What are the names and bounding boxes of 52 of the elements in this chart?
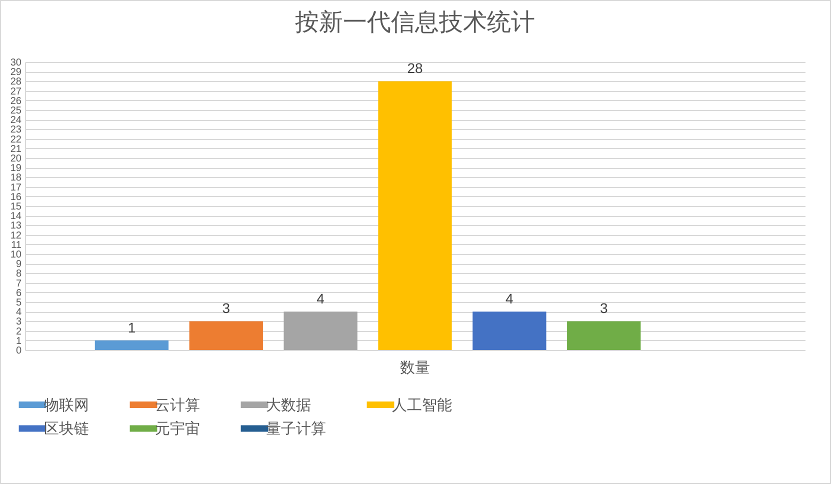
bar bbox=[284, 312, 358, 350]
legend-label: 大数据 bbox=[266, 396, 311, 414]
data-label: 28 bbox=[407, 60, 423, 76]
legend-label: 区块链 bbox=[44, 420, 89, 438]
y-tick-label: 2 bbox=[16, 326, 22, 338]
y-tick-label: 4 bbox=[16, 307, 22, 318]
bar bbox=[472, 312, 546, 350]
y-tick-label: 5 bbox=[16, 298, 22, 308]
bar bbox=[378, 81, 452, 350]
data-label: 1 bbox=[128, 319, 136, 336]
y-tick-label: 7 bbox=[16, 278, 22, 290]
y-tick-label: 14 bbox=[10, 211, 22, 222]
legend-label: 云计算 bbox=[155, 396, 200, 414]
y-tick-label: 16 bbox=[10, 192, 22, 203]
y-tick-label: 23 bbox=[10, 124, 22, 136]
y-tick-label: 10 bbox=[10, 250, 22, 260]
y-tick-label: 11 bbox=[11, 240, 22, 251]
bar bbox=[189, 321, 263, 350]
data-label: 3 bbox=[600, 300, 608, 316]
data-label: 4 bbox=[506, 290, 514, 307]
legend-label: 物联网 bbox=[44, 396, 89, 414]
y-tick-label: 0 bbox=[16, 346, 22, 356]
data-label: 4 bbox=[316, 290, 325, 307]
y-tick-label: 6 bbox=[16, 288, 22, 299]
y-tick-label: 18 bbox=[10, 172, 22, 184]
y-tick-label: 9 bbox=[16, 259, 22, 270]
y-tick-label: 1 bbox=[16, 336, 22, 347]
y-tick-label: 12 bbox=[10, 230, 22, 242]
bar bbox=[567, 321, 641, 350]
y-tick-label: 29 bbox=[10, 67, 22, 78]
y-tick-label: 19 bbox=[10, 163, 22, 174]
chart-title: 按新一代信息技术统计 bbox=[295, 9, 535, 36]
y-tick-label: 13 bbox=[10, 220, 22, 232]
y-tick-label: 28 bbox=[10, 76, 22, 88]
y-tick-label: 3 bbox=[16, 316, 22, 328]
bar bbox=[94, 340, 169, 350]
legend-label: 元宇宙 bbox=[155, 420, 200, 438]
y-tick-label: 24 bbox=[10, 115, 22, 126]
y-tick-label: 8 bbox=[16, 268, 22, 280]
y-tick-label: 22 bbox=[10, 134, 22, 146]
y-tick-label: 27 bbox=[10, 86, 22, 98]
x-tick-label: 数量 bbox=[400, 360, 430, 376]
legend-label: 量子计算 bbox=[266, 420, 326, 438]
y-tick-label: 30 bbox=[10, 58, 22, 68]
legend-label: 人工智能 bbox=[392, 396, 452, 414]
y-tick-label: 25 bbox=[10, 106, 22, 116]
y-tick-label: 17 bbox=[10, 182, 22, 194]
y-tick-label: 21 bbox=[10, 144, 22, 155]
data-label: 3 bbox=[222, 300, 230, 316]
y-tick-label: 15 bbox=[10, 202, 22, 212]
y-tick-label: 20 bbox=[10, 154, 22, 164]
y-tick-label: 26 bbox=[10, 96, 22, 107]
